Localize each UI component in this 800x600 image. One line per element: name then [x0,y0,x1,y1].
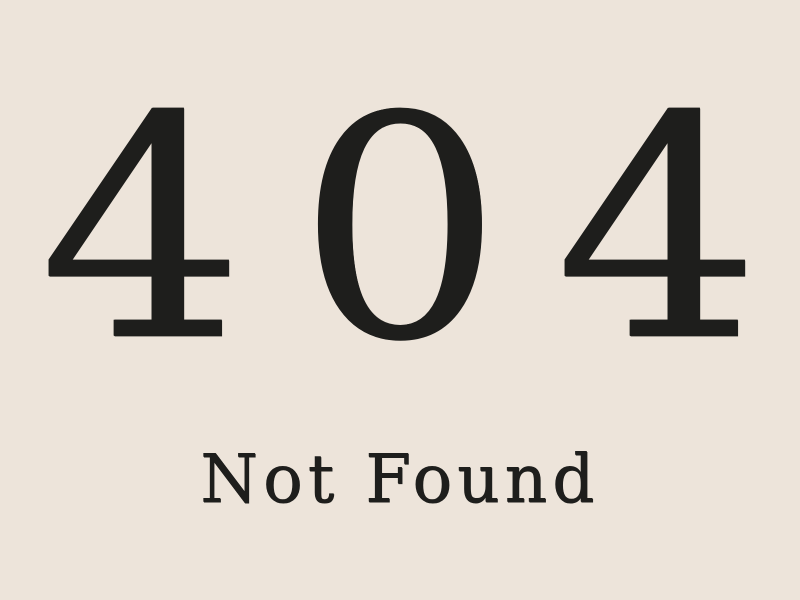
error-code-digit-2: 0 [297,51,503,409]
error-code-digit-3: 4 [555,51,761,409]
error-code: 4 0 4 [0,70,800,390]
error-message: Not Found [200,441,600,518]
error-code-digit-1: 4 [39,51,245,409]
